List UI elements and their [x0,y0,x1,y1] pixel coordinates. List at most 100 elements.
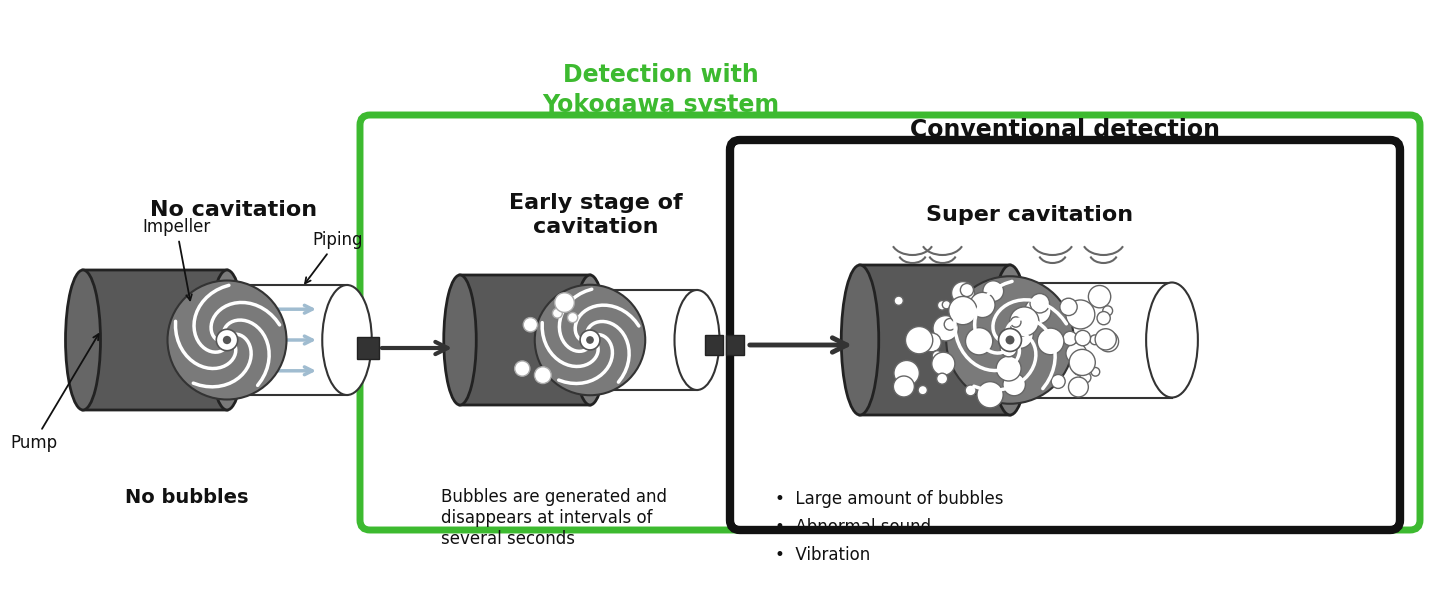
Circle shape [1002,373,1025,396]
Circle shape [523,318,537,332]
Circle shape [1009,307,1038,336]
Circle shape [952,281,975,304]
Circle shape [1094,329,1116,350]
Circle shape [586,336,593,344]
Circle shape [1005,336,1014,344]
Circle shape [937,301,948,310]
Circle shape [976,382,1004,408]
Circle shape [969,292,995,318]
Circle shape [933,316,959,341]
Circle shape [1068,349,1096,376]
Circle shape [1073,359,1089,376]
Ellipse shape [674,290,720,390]
Ellipse shape [1146,283,1198,397]
Ellipse shape [976,283,1028,397]
Ellipse shape [65,270,101,410]
Circle shape [1080,372,1092,383]
Circle shape [1066,343,1087,364]
Circle shape [1092,367,1100,376]
Ellipse shape [991,265,1028,415]
Text: Super cavitation: Super cavitation [926,205,1133,225]
Circle shape [945,318,956,330]
Circle shape [1005,321,1034,348]
Circle shape [949,296,976,325]
Circle shape [946,276,1074,404]
Text: Piping: Piping [305,231,363,283]
Circle shape [1037,328,1064,355]
Ellipse shape [841,265,878,415]
Circle shape [942,301,950,309]
Bar [219,285,347,395]
Circle shape [534,367,552,384]
Circle shape [1063,332,1077,345]
Circle shape [514,361,530,376]
Circle shape [1001,340,1017,357]
Circle shape [906,327,933,354]
Circle shape [223,336,232,344]
Circle shape [973,330,994,348]
Circle shape [936,373,948,384]
FancyBboxPatch shape [860,265,1009,415]
Text: •  Vibration: • Vibration [775,546,870,564]
Ellipse shape [209,270,245,410]
FancyBboxPatch shape [730,140,1400,530]
Circle shape [893,376,914,397]
Circle shape [1060,298,1077,316]
FancyBboxPatch shape [459,275,590,405]
Text: Pump: Pump [10,334,98,452]
Text: Detection with
Yokogawa system: Detection with Yokogawa system [543,64,780,117]
Text: Impeller: Impeller [143,218,210,300]
Circle shape [1099,332,1119,352]
Circle shape [1090,335,1100,345]
Circle shape [1089,286,1110,308]
Ellipse shape [444,275,477,405]
Circle shape [567,312,577,322]
FancyBboxPatch shape [360,115,1420,530]
Text: Bubbles are generated and
disappears at intervals of
several seconds: Bubbles are generated and disappears at … [441,488,667,548]
Ellipse shape [323,285,372,395]
Circle shape [960,284,973,296]
Circle shape [534,285,645,395]
Circle shape [932,351,943,361]
Circle shape [906,361,914,370]
Circle shape [919,385,927,395]
Circle shape [167,281,287,399]
Circle shape [996,356,1021,381]
Ellipse shape [560,290,605,390]
Text: Conventional detection: Conventional detection [910,118,1220,142]
Circle shape [894,296,903,306]
Bar [357,337,379,359]
Circle shape [1103,306,1113,316]
Circle shape [1025,298,1051,324]
Text: Early stage of
cavitation: Early stage of cavitation [508,194,683,237]
Circle shape [894,361,919,386]
Circle shape [965,328,992,355]
Circle shape [1068,377,1089,397]
Circle shape [1076,330,1090,346]
FancyBboxPatch shape [84,270,228,410]
Circle shape [580,330,600,350]
Circle shape [1030,293,1050,313]
Circle shape [1097,312,1110,325]
Text: No bubbles: No bubbles [125,488,249,507]
Text: •  Large amount of bubbles: • Large amount of bubbles [775,490,1004,508]
Text: No cavitation: No cavitation [150,200,317,220]
Circle shape [1009,339,1021,350]
Ellipse shape [573,275,606,405]
Text: •  Abnormal sound: • Abnormal sound [775,518,932,536]
Bar [726,335,744,355]
Ellipse shape [194,285,243,395]
Circle shape [553,308,563,318]
Circle shape [965,385,976,396]
Circle shape [216,329,238,351]
Circle shape [932,352,955,375]
Circle shape [554,293,575,312]
Circle shape [998,329,1021,352]
Bar [706,335,723,355]
Circle shape [1051,374,1066,388]
Circle shape [1011,317,1021,327]
Circle shape [1066,300,1094,329]
Bar [1002,283,1172,397]
Circle shape [984,281,1004,301]
Bar [582,290,697,390]
